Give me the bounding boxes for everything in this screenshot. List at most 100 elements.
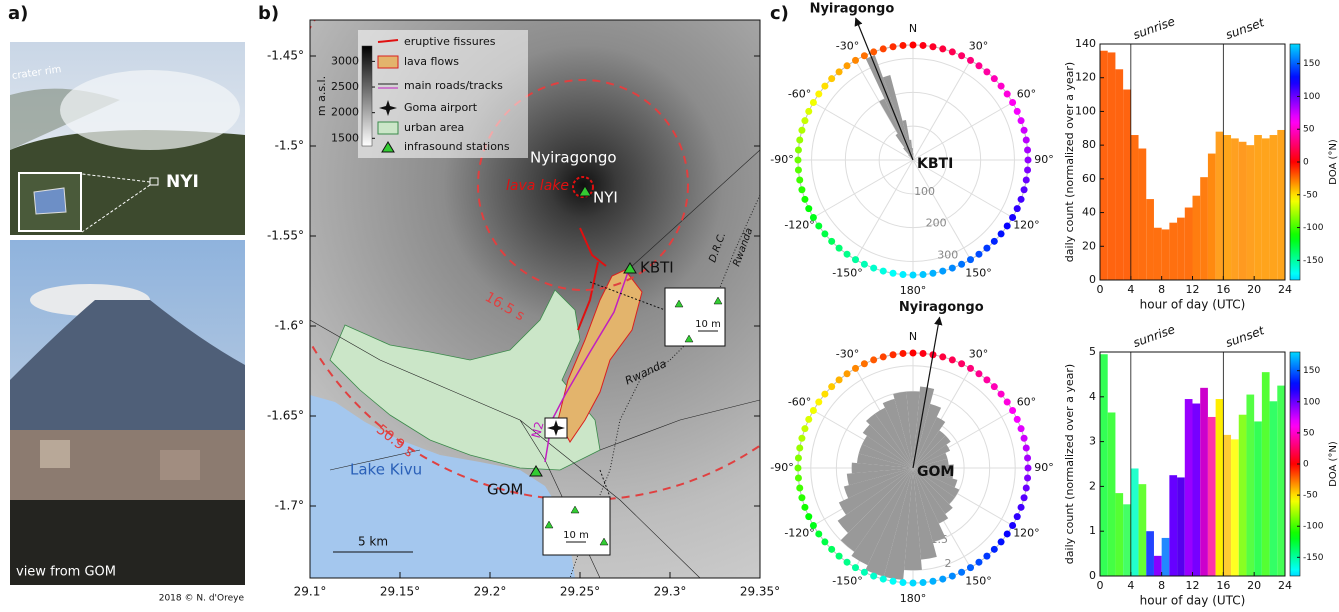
ring-dot — [880, 45, 887, 52]
y-axis-label: daily count (normalized over a year) — [1063, 364, 1076, 564]
ring-dot — [805, 513, 812, 520]
ring-dot — [798, 186, 805, 193]
ring-dot — [861, 360, 868, 367]
ring-dot — [910, 272, 917, 279]
ring-dot — [1004, 399, 1011, 406]
bar — [1108, 412, 1116, 576]
time-marker-label: sunset — [1224, 323, 1267, 350]
ring-dot — [821, 230, 828, 237]
ring-dot — [870, 48, 877, 55]
ring-dot — [975, 559, 982, 566]
ring-dot — [890, 578, 897, 585]
x-axis-label: hour of day (UTC) — [1140, 298, 1246, 312]
ring-dot — [929, 43, 936, 50]
theta-tick-label: 120° — [1013, 527, 1040, 540]
elevation-title: m a.s.l. — [315, 76, 328, 116]
y-tick-label: -1.65° — [267, 409, 304, 423]
ring-dot — [929, 578, 936, 585]
y-tick-label: 3 — [1089, 435, 1096, 448]
colorbar-label: DOA (°N) — [1328, 139, 1339, 185]
theta-tick-label: 60° — [1017, 396, 1037, 409]
ring-dot — [1004, 222, 1011, 229]
y-tick-label: -1.7° — [275, 499, 304, 513]
x-tick-label: 12 — [1186, 579, 1200, 592]
ring-dot — [958, 360, 965, 367]
colorbar-tick-label: -50 — [1303, 491, 1318, 501]
y-tick-label: 4 — [1089, 390, 1096, 403]
ring-dot — [1021, 435, 1028, 442]
ring-dot — [828, 383, 835, 390]
ring-dot — [1025, 465, 1032, 472]
colorbar-tick-label: -50 — [1303, 190, 1318, 200]
ring-dot — [899, 579, 906, 586]
theta-tick-label: -150° — [832, 266, 862, 279]
theta-tick-label: 30° — [969, 348, 989, 361]
radial-tick-label: 200 — [926, 217, 947, 230]
map-label: NYI — [593, 189, 618, 207]
bar — [1100, 51, 1108, 280]
ring-dot — [828, 75, 835, 82]
ring-dot — [983, 245, 990, 252]
y-tick-label: -1.5° — [275, 139, 304, 153]
elevation-colorbar — [362, 46, 372, 146]
ring-dot — [796, 176, 803, 183]
ring-dot — [975, 251, 982, 258]
bar — [1169, 475, 1177, 576]
y-tick-label: -1.45° — [267, 49, 304, 63]
ring-dot — [1023, 176, 1030, 183]
ring-dot — [861, 261, 868, 268]
ring-dot — [801, 504, 808, 511]
station-label: GOM — [917, 464, 954, 480]
credit: 2018 © N. d'Oreye — [159, 594, 245, 604]
colorbar-tick-label: -100 — [1303, 223, 1324, 233]
ring-dot — [949, 48, 956, 55]
ring-dot — [920, 579, 927, 586]
x-tick-label: 20 — [1247, 283, 1261, 296]
ring-dot — [939, 353, 946, 360]
colorbar-tick-label: 50 — [1303, 428, 1315, 438]
legend-symbol — [378, 56, 398, 68]
x-tick-label: 29.15° — [380, 585, 420, 599]
bar — [1270, 135, 1278, 280]
ring-dot — [795, 454, 802, 461]
station-hut — [34, 188, 66, 214]
theta-tick-label: -90° — [770, 153, 793, 166]
x-tick-label: 29.3° — [654, 585, 687, 599]
theta-tick-label: -60° — [788, 88, 811, 101]
ring-dot — [890, 270, 897, 277]
legend-symbol — [378, 122, 398, 134]
y-tick-label: 5 — [1089, 345, 1096, 358]
ring-dot — [801, 196, 808, 203]
y-tick-label: 120 — [1075, 71, 1096, 84]
ring-dot — [798, 435, 805, 442]
ring-dot — [967, 564, 974, 571]
x-tick-label: 8 — [1158, 579, 1165, 592]
plume — [60, 70, 240, 150]
ring-dot — [1004, 91, 1011, 98]
bar — [1223, 435, 1231, 576]
ring-dot — [958, 569, 965, 576]
ring-dot — [844, 62, 851, 69]
colorbar-tick-label: 0 — [1303, 460, 1309, 470]
time-marker-label: sunrise — [1131, 322, 1177, 350]
ring-dot — [998, 230, 1005, 237]
ring-dot — [1024, 454, 1031, 461]
theta-tick-label: 90° — [1034, 461, 1054, 474]
x-tick-label: 24 — [1278, 283, 1292, 296]
bar — [1277, 130, 1285, 280]
ring-dot — [967, 365, 974, 372]
legend-label: infrasound stations — [404, 140, 510, 153]
y-tick-label: 100 — [1075, 104, 1096, 117]
ring-dot — [821, 391, 828, 398]
ring-dot — [991, 238, 998, 245]
ring-dot — [836, 553, 843, 560]
bar — [1123, 90, 1131, 280]
inset — [543, 497, 610, 555]
ring-dot — [1023, 445, 1030, 452]
ring-dot — [798, 494, 805, 501]
ring-dot — [983, 553, 990, 560]
x-tick-label: 20 — [1247, 579, 1261, 592]
bar — [1131, 135, 1139, 280]
ring-dot — [795, 465, 802, 472]
ring-dot — [890, 43, 897, 50]
